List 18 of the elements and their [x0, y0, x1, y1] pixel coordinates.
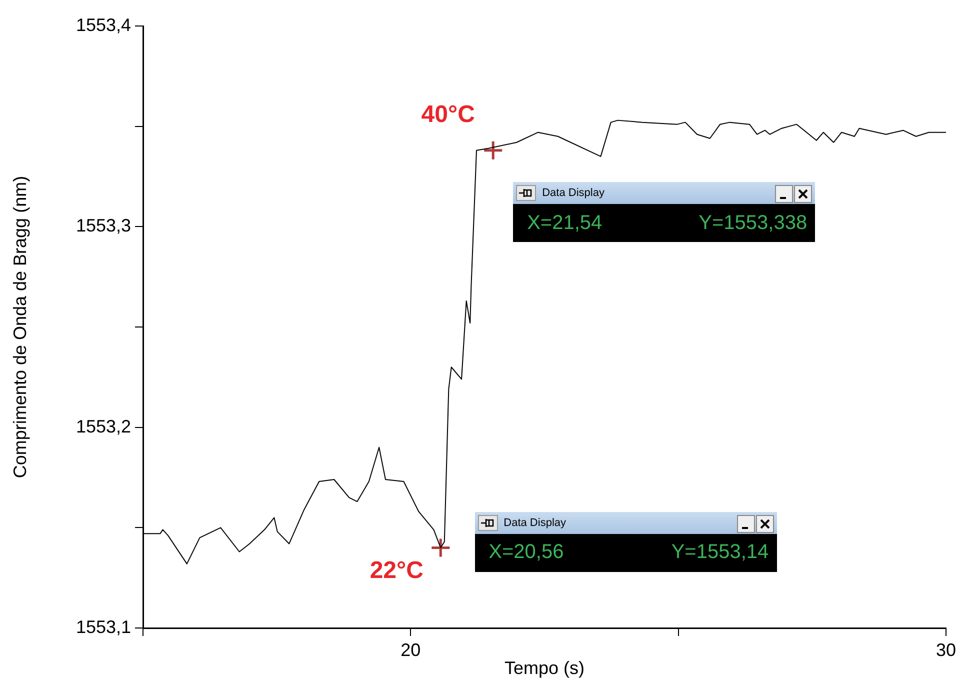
annotation: 22°C	[370, 556, 424, 585]
y-tick-label: 1553,4	[76, 14, 131, 35]
x-tick-label: 30	[936, 640, 956, 660]
y-tick-label: 1553,3	[76, 216, 131, 236]
annotation: X=20,56	[488, 541, 564, 564]
x-axis-title: Tempo (s)	[504, 658, 584, 678]
popup-window: Data Display X=20,56 Y=1553,14	[474, 512, 777, 572]
annotation: Y=1553,338	[698, 212, 808, 235]
y-tick-label: 1553,1	[76, 616, 131, 637]
annotation: X=21,54	[527, 212, 602, 235]
annotation: 40°C	[421, 101, 475, 130]
popup-window: Data Display X=21,54 Y=1553,338	[513, 182, 816, 242]
annotation: Data Display	[504, 516, 566, 529]
annotation: Data Display	[542, 187, 604, 200]
y-tick-label: 1553,2	[76, 416, 131, 436]
annotation: Y=1553,14	[671, 541, 769, 564]
y-axis-title: Comprimento de Onda de Bragg (nm)	[10, 176, 30, 478]
x-tick-label: 20	[400, 640, 421, 660]
